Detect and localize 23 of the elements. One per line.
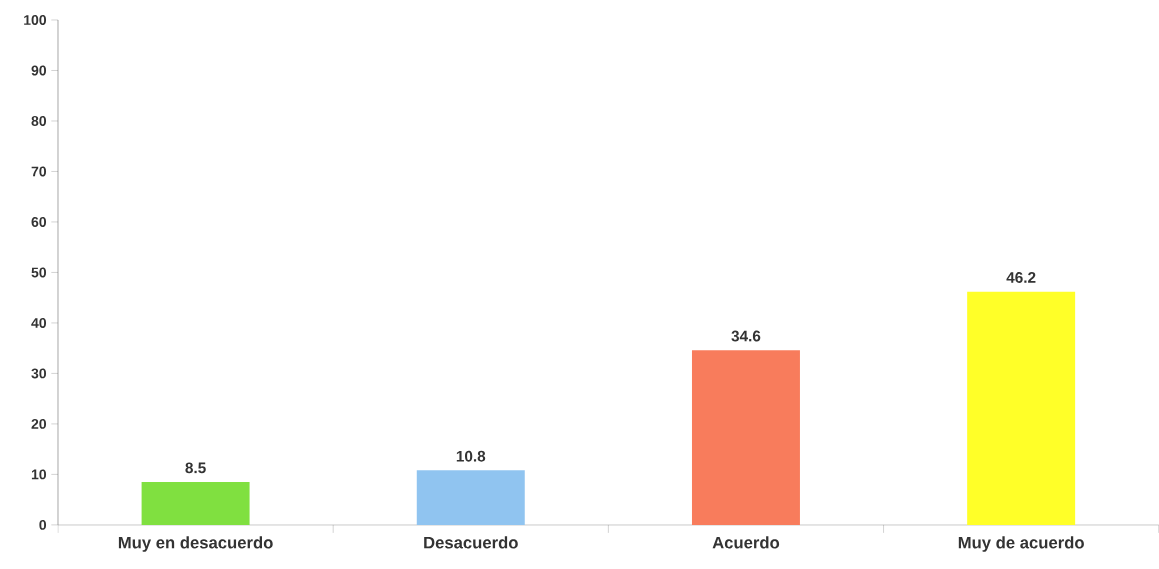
data-label: 46.2 xyxy=(1006,272,1036,283)
x-tick-label: Muy en desacuerdo xyxy=(118,536,273,552)
y-tick-label: 30 xyxy=(31,368,47,379)
y-tick-label: 60 xyxy=(31,217,47,227)
bar xyxy=(691,350,800,525)
y-tick-label: 100 xyxy=(24,15,47,26)
y-tick-label: 40 xyxy=(31,318,47,328)
data-label: 34.6 xyxy=(731,330,761,342)
data-label: 10.8 xyxy=(456,450,486,462)
y-tick-label: 0 xyxy=(39,520,47,530)
y-tick-label: 50 xyxy=(31,267,47,278)
x-tick-label: Acuerdo xyxy=(712,536,780,549)
y-tick-label: 80 xyxy=(31,116,47,126)
x-tick-label: Desacuerdo xyxy=(424,536,518,549)
y-tick-label: 90 xyxy=(31,65,47,76)
bar xyxy=(416,470,525,525)
bar xyxy=(967,291,1076,525)
data-label: 8.5 xyxy=(185,462,206,474)
bar xyxy=(141,482,250,525)
y-tick-label: 20 xyxy=(31,419,47,429)
y-tick-label: 10 xyxy=(31,469,47,480)
x-tick-label: Muy de acuerdo xyxy=(958,536,1084,552)
y-tick-label: 70 xyxy=(31,166,47,177)
